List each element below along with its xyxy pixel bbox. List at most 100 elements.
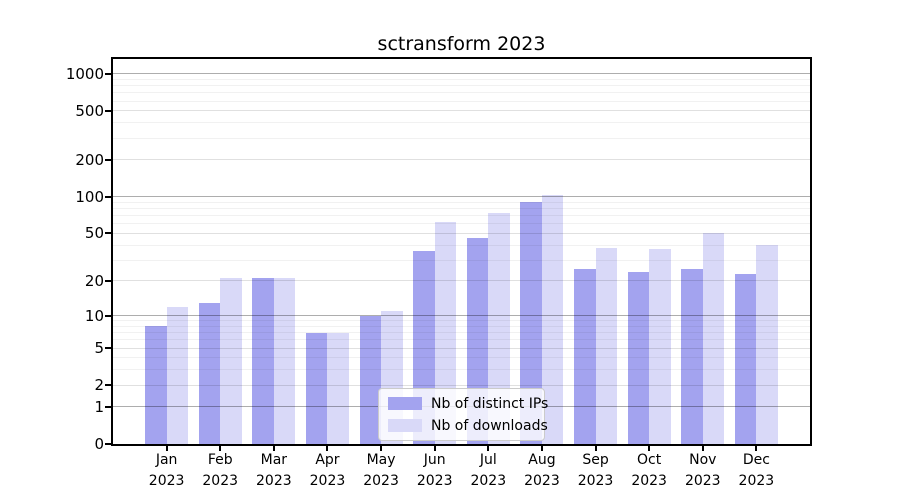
bar-distinct-ips-nov (681, 269, 703, 444)
x-tick-label-mar: Mar 2023 (256, 452, 292, 489)
x-tick-mark-oct (648, 446, 651, 451)
major-gridline-2 (113, 384, 810, 386)
y-tick-label-50: 50 (84, 224, 104, 243)
minor-gridline-6 (113, 339, 810, 341)
x-tick-label-jan: Jan 2023 (148, 452, 185, 489)
x-tick-mark-jul (487, 446, 490, 451)
bar-distinct-ips-dec (734, 273, 757, 444)
y-tick-mark-10 (105, 314, 111, 317)
y-tick-mark-50 (105, 232, 111, 235)
y-tick-label-5: 5 (94, 339, 104, 357)
minor-gridline-8 (113, 325, 810, 327)
x-tick-label-oct: Oct 2023 (631, 452, 667, 489)
x-tick-label-dec: Dec 2023 (738, 452, 775, 489)
grid-layer (113, 59, 810, 444)
bar-distinct-ips-may (359, 315, 382, 444)
bar-downloads-jan (166, 306, 189, 444)
plot-area: Nb of distinct IPs Nb of downloads (113, 59, 810, 444)
y-tick-label-20: 20 (84, 271, 104, 290)
y-tick-mark-200 (105, 158, 111, 161)
bar-distinct-ips-aug (520, 201, 542, 444)
minor-gridline-40 (113, 244, 810, 246)
legend-label-distinct-ips: Nb of distinct IPs (431, 395, 549, 412)
x-tick-mark-feb (219, 446, 222, 451)
minor-gridline-400 (113, 122, 810, 124)
minor-gridline-7 (113, 332, 810, 334)
bar-distinct-ips-apr (306, 332, 328, 444)
x-tick-mark-nov (701, 446, 704, 451)
bar-distinct-ips-oct (627, 271, 650, 444)
x-tick-label-nov: Nov 2023 (684, 452, 721, 489)
bar-downloads-feb (220, 278, 242, 444)
y-tick-label-2: 2 (94, 376, 104, 395)
y-tick-mark-1 (105, 405, 111, 408)
y-tick-mark-500 (105, 109, 111, 112)
chart-title: sctransform 2023 (377, 33, 546, 55)
y-tick-mark-2 (105, 384, 111, 387)
minor-gridline-70 (113, 215, 810, 217)
x-tick-mark-jun (433, 446, 436, 451)
major-gridline-10 (113, 315, 810, 317)
major-gridline-5 (113, 347, 810, 349)
y-tick-label-500: 500 (75, 101, 104, 120)
y-tick-label-1: 1 (94, 397, 104, 416)
x-tick-mark-may (380, 446, 383, 451)
x-tick-label-jul: Jul 2023 (470, 452, 507, 489)
minor-gridline-4 (113, 357, 810, 359)
bar-downloads-sep (595, 247, 617, 444)
x-tick-mark-sep (594, 446, 597, 451)
legend-swatch-distinct-ips-icon (388, 397, 422, 410)
legend-swatch-downloads-icon (388, 419, 422, 432)
bar-downloads-nov (702, 233, 725, 444)
x-tick-mark-aug (540, 446, 543, 451)
minor-gridline-3 (113, 369, 810, 371)
y-tick-label-1000: 1000 (65, 64, 104, 83)
y-tick-label-0: 0 (94, 435, 104, 453)
minor-gridline-900 (113, 79, 810, 80)
bar-downloads-aug (541, 194, 564, 444)
major-gridline-100 (113, 196, 810, 198)
major-gridline-200 (113, 159, 810, 161)
x-tick-label-aug: Aug 2023 (524, 452, 560, 489)
x-tick-mark-apr (326, 446, 329, 451)
y-tick-mark-5 (105, 347, 111, 349)
major-gridline-500 (113, 110, 810, 112)
legend-item-downloads: Nb of downloads (388, 416, 548, 435)
bar-downloads-dec (756, 245, 778, 444)
legend: Nb of distinct IPs Nb of downloads (378, 388, 548, 441)
y-tick-mark-1000 (105, 72, 111, 75)
bar-distinct-ips-sep (574, 269, 596, 444)
major-gridline-20 (113, 280, 810, 282)
x-tick-label-jun: Jun 2023 (416, 452, 453, 489)
major-gridline-1000 (113, 73, 810, 75)
y-tick-mark-100 (105, 195, 111, 198)
x-tick-label-may: May 2023 (363, 452, 399, 489)
bar-downloads-mar (273, 278, 296, 444)
minor-gridline-80 (113, 208, 810, 210)
y-tick-label-100: 100 (75, 187, 104, 206)
bar-downloads-jul (488, 212, 510, 444)
minor-gridline-700 (113, 92, 810, 94)
bar-distinct-ips-jan (145, 326, 167, 444)
minor-gridline-90 (113, 201, 810, 203)
bar-distinct-ips-mar (252, 278, 274, 444)
x-tick-label-sep: Sep 2023 (577, 452, 614, 489)
minor-gridline-600 (113, 100, 810, 102)
x-tick-mark-jan (165, 446, 168, 451)
minor-gridline-300 (113, 137, 810, 139)
legend-item-distinct-ips: Nb of distinct IPs (388, 394, 548, 413)
major-gridline-50 (113, 232, 810, 234)
y-tick-label-10: 10 (84, 306, 104, 325)
minor-gridline-30 (113, 259, 810, 261)
x-tick-label-feb: Feb 2023 (202, 452, 239, 489)
bar-distinct-ips-feb (198, 302, 221, 444)
bar-downloads-oct (649, 249, 671, 444)
minor-gridline-800 (113, 85, 810, 87)
legend-label-downloads: Nb of downloads (431, 417, 548, 434)
x-tick-label-apr: Apr 2023 (309, 452, 346, 489)
y-tick-mark-20 (105, 279, 111, 282)
bar-downloads-apr (327, 332, 349, 444)
x-tick-mark-mar (272, 446, 275, 451)
y-tick-mark-0 (105, 443, 111, 445)
